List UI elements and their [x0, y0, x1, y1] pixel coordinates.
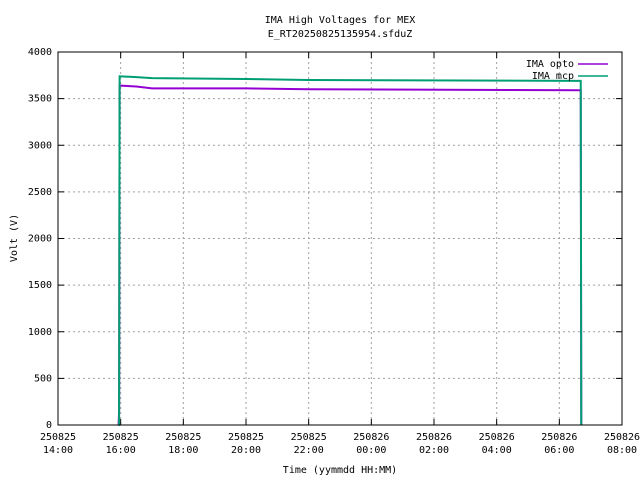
x-tick-label-line: 250826	[604, 432, 640, 443]
x-tick-label-line: 250825	[165, 432, 201, 443]
legend-label: IMA mcp	[532, 71, 574, 82]
x-tick-label: 250826 04:00	[479, 432, 515, 456]
y-tick-label: 1500	[28, 280, 52, 291]
y-tick-label: 3000	[28, 140, 52, 151]
x-tick-label-line: 250825	[40, 432, 76, 443]
x-tick-label-line: 22:00	[294, 445, 324, 456]
x-tick-label: 250826 02:00	[416, 432, 452, 456]
y-axis-label: Volt (V)	[9, 214, 20, 262]
x-tick-label-line: 250826	[479, 432, 515, 443]
x-tick-label: 250825 22:00	[291, 432, 327, 456]
x-tick-label-line: 250826	[353, 432, 389, 443]
x-tick-label-line: 250826	[416, 432, 452, 443]
x-tick-label-line: 06:00	[544, 445, 574, 456]
x-tick-label-line: 250825	[291, 432, 327, 443]
x-tick-label: 250826 08:00	[604, 432, 640, 456]
x-tick-label-line: 250825	[103, 432, 139, 443]
x-tick-label-line: 20:00	[231, 445, 261, 456]
x-tick-label-line: 00:00	[356, 445, 386, 456]
x-tick-label-line: 250825	[228, 432, 264, 443]
data-line	[118, 75, 583, 426]
legend-label: IMA opto	[526, 59, 574, 70]
y-tick-label: 0	[46, 420, 52, 431]
y-tick-label: 500	[34, 373, 52, 384]
y-tick-label: 4000	[28, 47, 52, 58]
y-tick-label: 2500	[28, 187, 52, 198]
x-tick-label: 250825 18:00	[165, 432, 201, 456]
x-tick-label-line: 02:00	[419, 445, 449, 456]
x-tick-label-line: 16:00	[106, 445, 136, 456]
x-axis-label: Time (yymmdd HH:MM)	[283, 465, 397, 476]
y-tick-label: 1000	[28, 327, 52, 338]
x-tick-label: 250826 06:00	[541, 432, 577, 456]
x-tick-label: 250825 16:00	[103, 432, 139, 456]
x-tick-label: 250826 00:00	[353, 432, 389, 456]
plot-frame	[57, 51, 623, 426]
x-tick-label-line: 08:00	[607, 445, 637, 456]
x-tick-label-line: 14:00	[43, 445, 73, 456]
chart-subtitle: E_RT20250825135954.sfduZ	[268, 29, 413, 40]
x-tick-label-line: 18:00	[168, 445, 198, 456]
y-tick-label: 2000	[28, 234, 52, 245]
chart-title: IMA High Voltages for MEX	[265, 15, 416, 26]
x-tick-label-line: 04:00	[482, 445, 512, 456]
x-tick-label: 250825 14:00	[40, 432, 76, 456]
x-tick-label: 250825 20:00	[228, 432, 264, 456]
y-tick-label: 3500	[28, 94, 52, 105]
x-tick-label-line: 250826	[541, 432, 577, 443]
